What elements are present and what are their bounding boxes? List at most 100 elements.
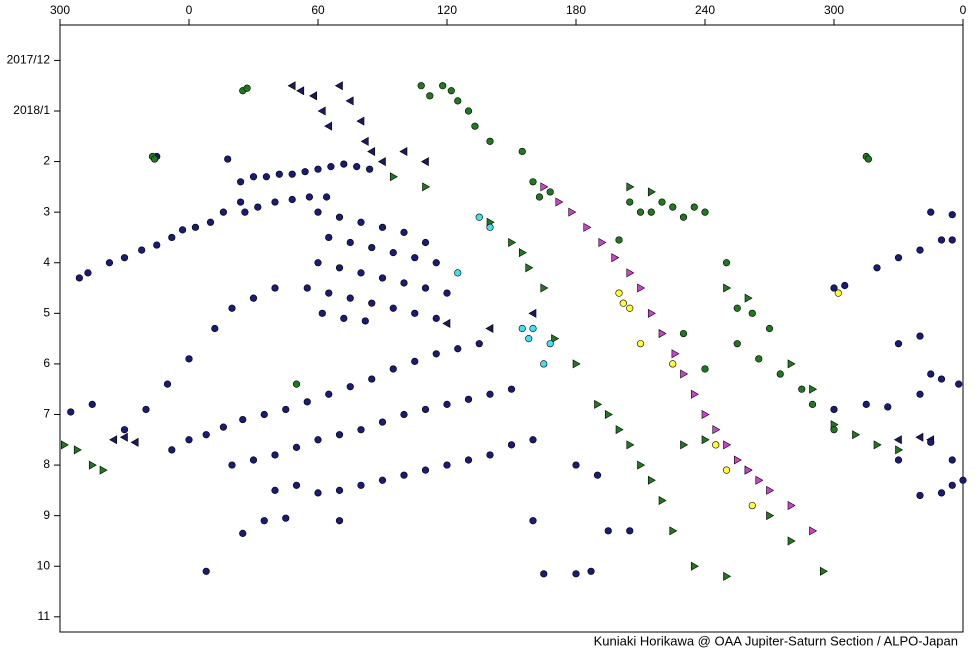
data-point [411,357,419,365]
data-point [540,283,549,293]
data-point [219,423,227,431]
data-point [237,178,245,186]
data-point [185,355,193,363]
credit: Kuniaki Horikawa @ OAA Jupiter-Saturn Se… [594,633,958,648]
data-point [254,203,262,211]
data-point [334,81,343,91]
data-point [287,81,296,91]
data-point [647,475,656,485]
data-point [927,370,935,378]
data-point [507,441,516,449]
data-point [243,84,251,92]
x-tick-label: 300 [50,3,70,17]
data-point [916,390,924,398]
data-point [864,155,873,163]
data-point [766,485,775,495]
data-point [690,561,699,571]
data-point [340,314,348,322]
data-point [787,501,796,511]
data-point [417,82,425,90]
data-point [400,228,408,236]
data-point [426,92,434,100]
data-point [368,375,376,383]
data-point [766,511,775,521]
data-point [540,360,548,368]
data-point [323,193,331,201]
data-point [486,390,494,398]
data-point [680,440,689,450]
data-point [680,369,689,379]
data-point [353,163,361,171]
plot-frame [59,24,964,633]
data-point [314,165,322,173]
data-point [411,309,419,317]
data-point [830,284,838,292]
data-point [249,173,258,181]
data-point [309,91,317,101]
data-point [464,456,473,464]
data-point [937,489,946,497]
data-point [626,304,634,312]
x-tick-label: 240 [695,3,715,17]
data-point [658,329,667,339]
y-tick-label: 2017/12 [7,53,51,67]
data-point [389,172,398,182]
data-point [852,430,861,440]
data-point [540,570,548,578]
x-tick-label: 300 [824,3,844,17]
data-point [120,426,129,434]
data-point [722,259,731,267]
data-point [959,476,967,484]
data-point [454,97,462,105]
data-point [99,465,108,475]
data-point [690,203,698,211]
x-tick-label: 0 [960,3,967,17]
data-point [572,359,581,369]
data-point [211,324,219,333]
data-point [271,284,279,292]
data-point [301,168,309,176]
y-tick-label: 5 [43,305,50,319]
data-point [389,304,397,312]
data-point [421,284,430,292]
data-point [733,340,741,348]
data-point [508,237,517,248]
data-point [389,249,397,257]
data-point [916,491,924,500]
data-point [378,418,387,426]
data-point [701,435,710,445]
data-point [679,213,688,221]
data-point [400,410,408,419]
data-point [346,238,354,247]
data-point [366,165,374,173]
data-point [454,269,462,277]
data-point [529,324,537,333]
data-point [808,400,817,408]
data-point [288,195,296,204]
y-tick-label: 2 [43,154,50,168]
data-point [262,173,271,181]
data-point [765,324,774,333]
data-point [105,259,114,267]
data-point [303,284,311,292]
data-point [594,399,603,409]
data-point [400,279,408,287]
data-point [120,254,129,262]
data-point [894,340,903,348]
data-point [142,405,150,414]
x-tick-label: 180 [566,3,586,17]
data-point [787,536,796,546]
data-point [593,471,602,479]
data-point [447,87,455,95]
data-point [346,294,354,302]
data-point [367,146,376,156]
data-point [325,289,333,297]
data-point [368,243,376,252]
data-point [361,317,369,325]
data-point [335,213,344,221]
data-point [529,517,537,525]
data-point [528,308,537,318]
data-point [948,456,956,464]
data-point [723,283,732,293]
data-point [518,147,526,156]
